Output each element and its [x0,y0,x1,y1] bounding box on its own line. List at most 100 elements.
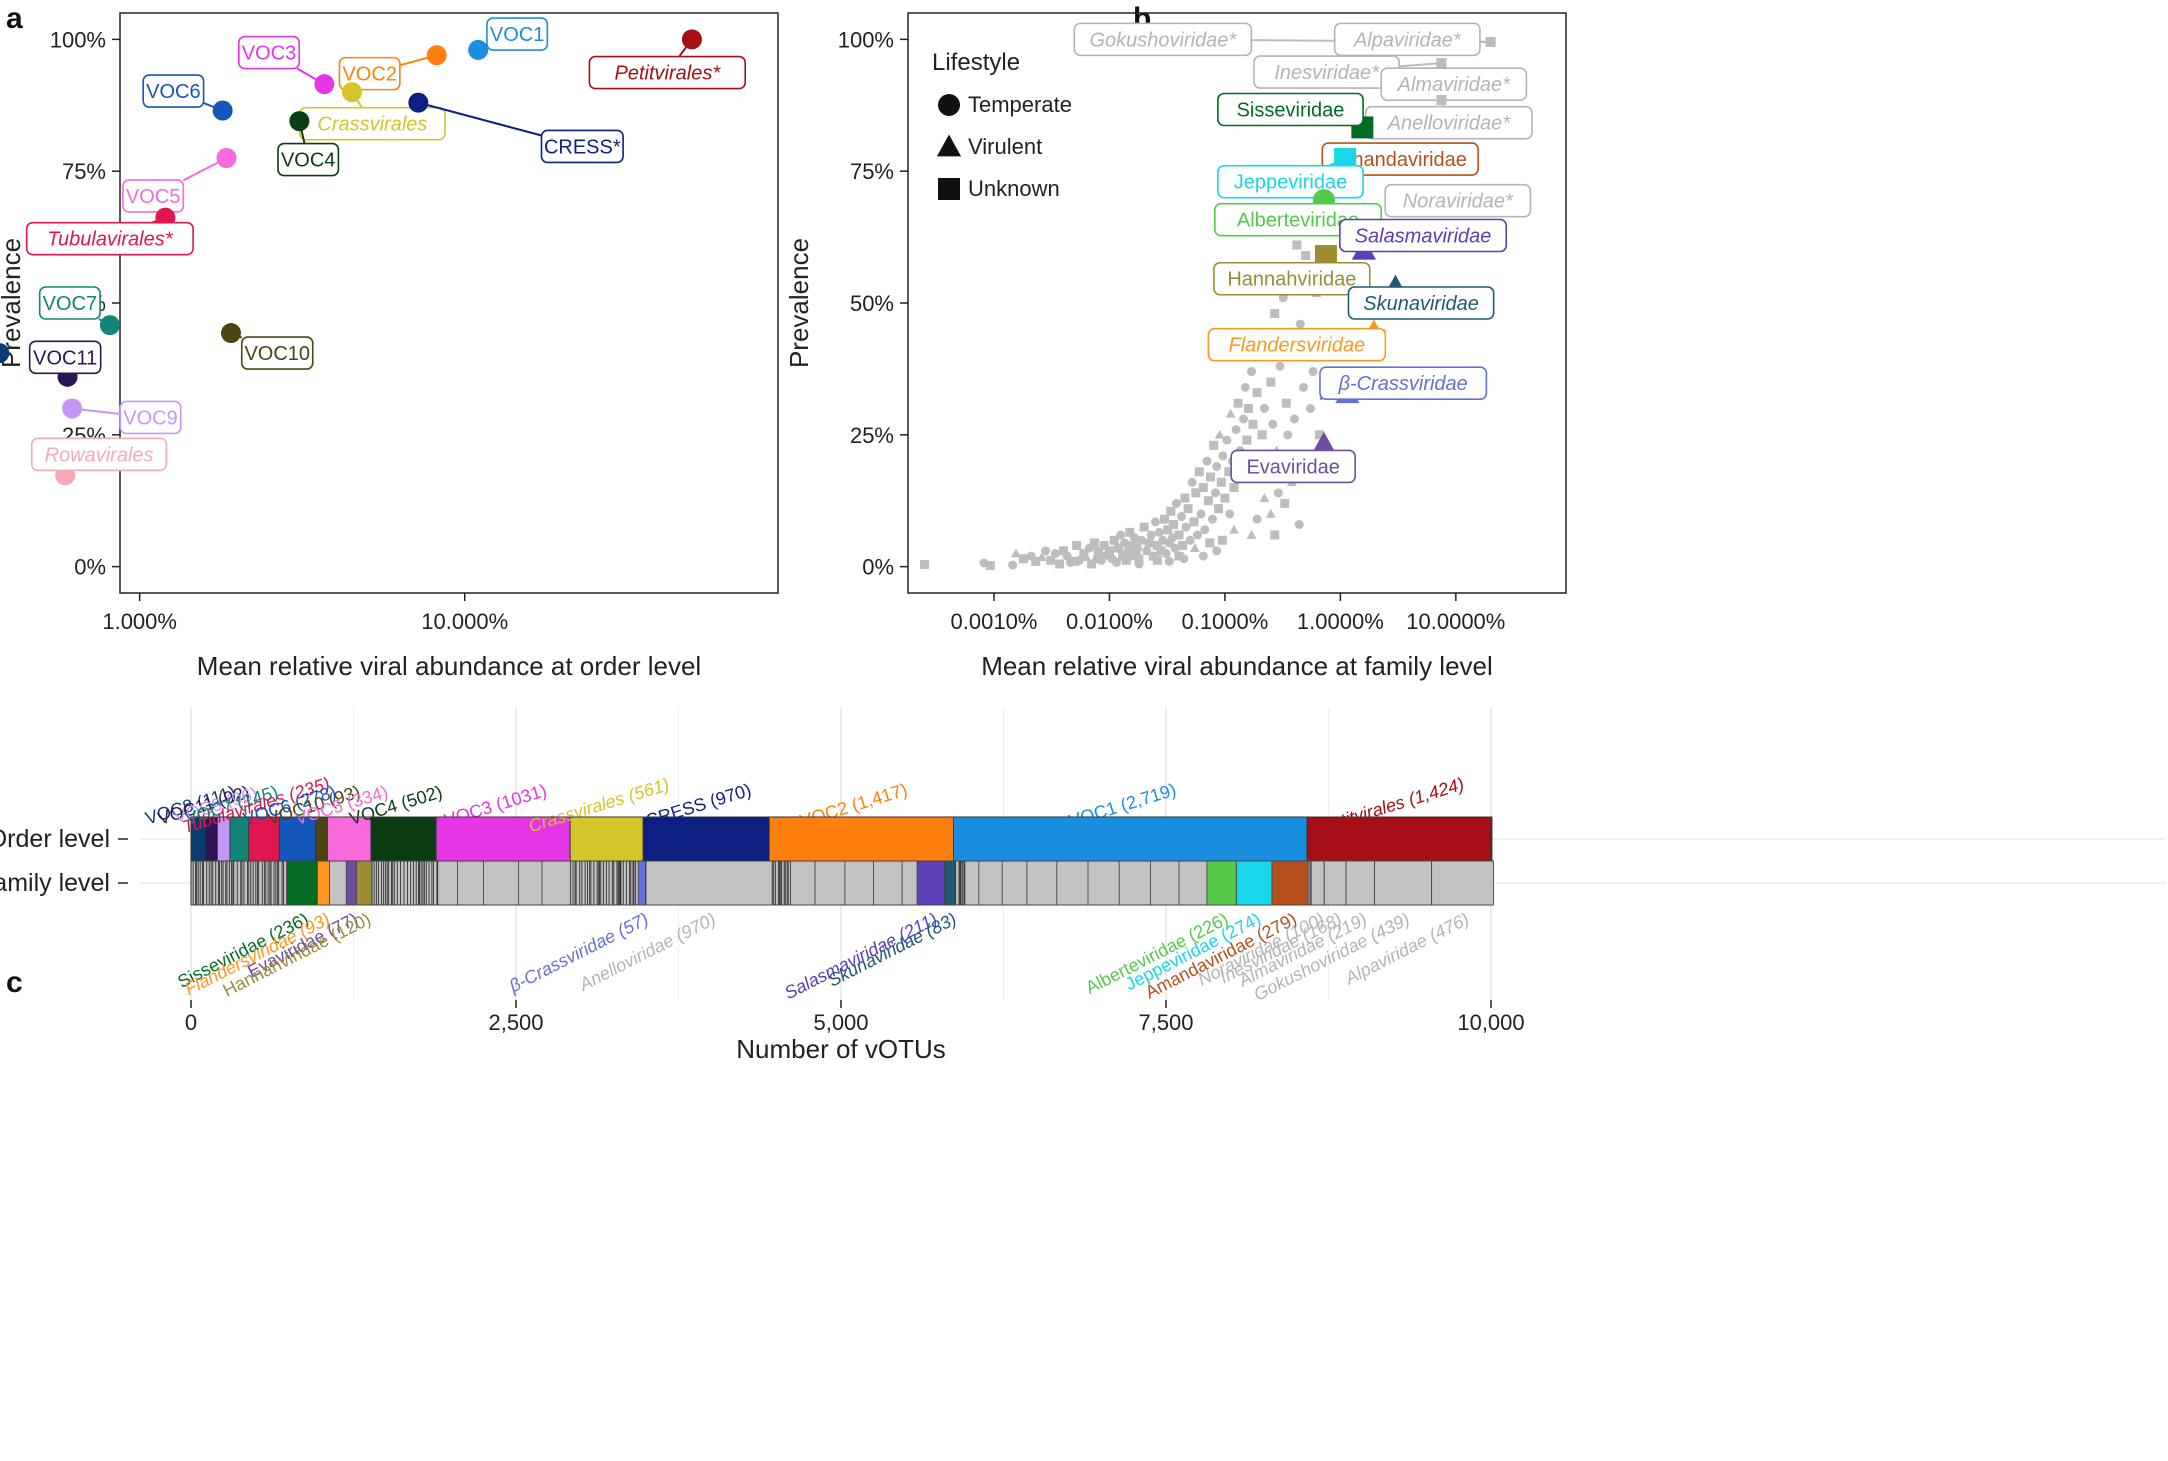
background-point [1134,554,1144,564]
x-tick-label: 0.0010% [951,609,1038,634]
x-axis-title: Mean relative viral abundance at order l… [197,651,701,681]
background-point [1185,535,1195,545]
y-tick-label: 0% [74,555,106,580]
background-point [1229,483,1239,493]
order-segment-voc1 [953,816,1308,862]
background-point [1214,429,1225,439]
background-point [1281,398,1291,408]
family-segment-alberteviridae [1206,860,1237,906]
x-tick-label: 5,000 [813,1010,868,1035]
point-hannahviridae [1314,245,1337,268]
legend-item-unknown: Unknown [968,176,1060,201]
panel-a-letter: a [6,2,23,35]
background-point [1189,543,1200,553]
background-point [1270,530,1280,540]
family-label-skunaviridae: Skunaviridae (83) [825,909,960,991]
point-voc10-label: VOC10 [244,343,310,365]
background-point [1156,546,1166,556]
point-cress-box [540,129,624,164]
x-axis-title: Number of vOTUs [736,1034,946,1064]
background-point [1072,541,1082,551]
y-axis-title: Prevalence [784,238,814,368]
background-point [1087,559,1097,569]
y-tick-label: 100% [838,27,894,52]
family-segment-amandaviridae [1271,860,1309,906]
background-point [1134,559,1144,569]
y-tick-label: 0% [862,555,894,580]
point-crassviridae-box [1319,366,1488,400]
order-segment-voc4 [370,816,437,862]
background-point [1178,541,1188,551]
background-point [1119,538,1129,548]
family-segment-anelloviridae [645,860,773,906]
background-point [1191,488,1201,498]
background-point [1273,488,1283,498]
order-segment-voc6 [278,816,316,862]
point-amandaviridae-label: Amandaviridae [1334,149,1467,171]
legend-title: Lifestyle [932,49,1020,76]
point-hannahviridae-label: Hannahviridae [1227,269,1356,291]
background-point [1216,477,1226,487]
y-tick-label: 100% [50,27,106,52]
point-noraviridae-box [1384,183,1532,218]
background-point [1041,546,1051,556]
background-point [1209,440,1219,450]
panel-c-bars: VOC8 (111)VOC11 (92)VOC9 (96)VOC7 (145)T… [0,708,2166,1064]
point-skunaviridae-label: Skunaviridae [1363,293,1479,315]
point-inesviridae-label: Inesviridae* [1274,62,1380,84]
family-segment-crassviridae [637,860,647,906]
background-point [1116,530,1126,540]
point-rowavirales-label: Rowavirales [45,444,154,466]
background-point [1171,498,1181,508]
x-tick-label: 10.0000% [1406,609,1505,634]
background-point [1252,388,1262,398]
x-tick-label: 10,000 [1457,1010,1524,1035]
point-voc10 [221,323,242,344]
background-point [1252,514,1262,524]
background-point [1196,509,1206,519]
background-point [1174,530,1184,540]
point-voc5-label: VOC5 [126,186,180,208]
point-hannahviridae-box [1213,261,1371,296]
plot-frame [119,12,779,594]
background-point [1247,367,1257,377]
point-sisseviridae-label: Sisseviridae [1237,99,1345,121]
point-alpaviridae-label: Alpaviridae* [1353,29,1462,51]
background-point [1011,548,1021,558]
background-point [1074,555,1084,565]
x-axis-title: Mean relative viral abundance at family … [981,651,1493,681]
point-tubulavirales-box [25,221,194,256]
order-segment-voc2 [768,816,954,862]
leader-line-inesviridae [1399,62,1442,68]
family-segment-flandersviridae [316,860,330,906]
point-crassvirales [341,82,362,103]
background-point [1225,509,1235,519]
family-segment-sisseviridae [286,860,318,906]
point-voc6-box [142,74,205,108]
point-voc9-label: VOC9 [123,407,177,429]
family-segment-almaviridae [1345,860,1375,906]
background-point [1018,554,1028,564]
legend-marker-virulent [936,134,962,157]
background-point [1079,548,1089,558]
background-point [1170,543,1180,553]
point-salasmaviridae-label: Salasmaviridae [1355,226,1492,248]
y-tick-label: 75% [62,159,106,184]
background-point [1283,430,1293,440]
background-point [1212,461,1222,471]
row-label-order: Order level [0,825,110,853]
point-voc1 [468,39,489,60]
point-cress [408,92,429,113]
point-jeppeviridae [1334,148,1357,171]
background-point [1295,319,1305,329]
background-point [1257,430,1267,440]
order-segment-voc5 [327,816,372,862]
background-point [1207,514,1217,524]
background-point [1240,382,1250,392]
background-point [1289,414,1299,424]
background-point [1242,435,1252,445]
background-point [1152,555,1162,565]
point-voc7-label: VOC7 [43,293,97,315]
background-point [1205,538,1215,548]
panel-a-scatter: 0.010%0.100%1.000%10.000%0%25%50%75%100%… [0,12,779,681]
